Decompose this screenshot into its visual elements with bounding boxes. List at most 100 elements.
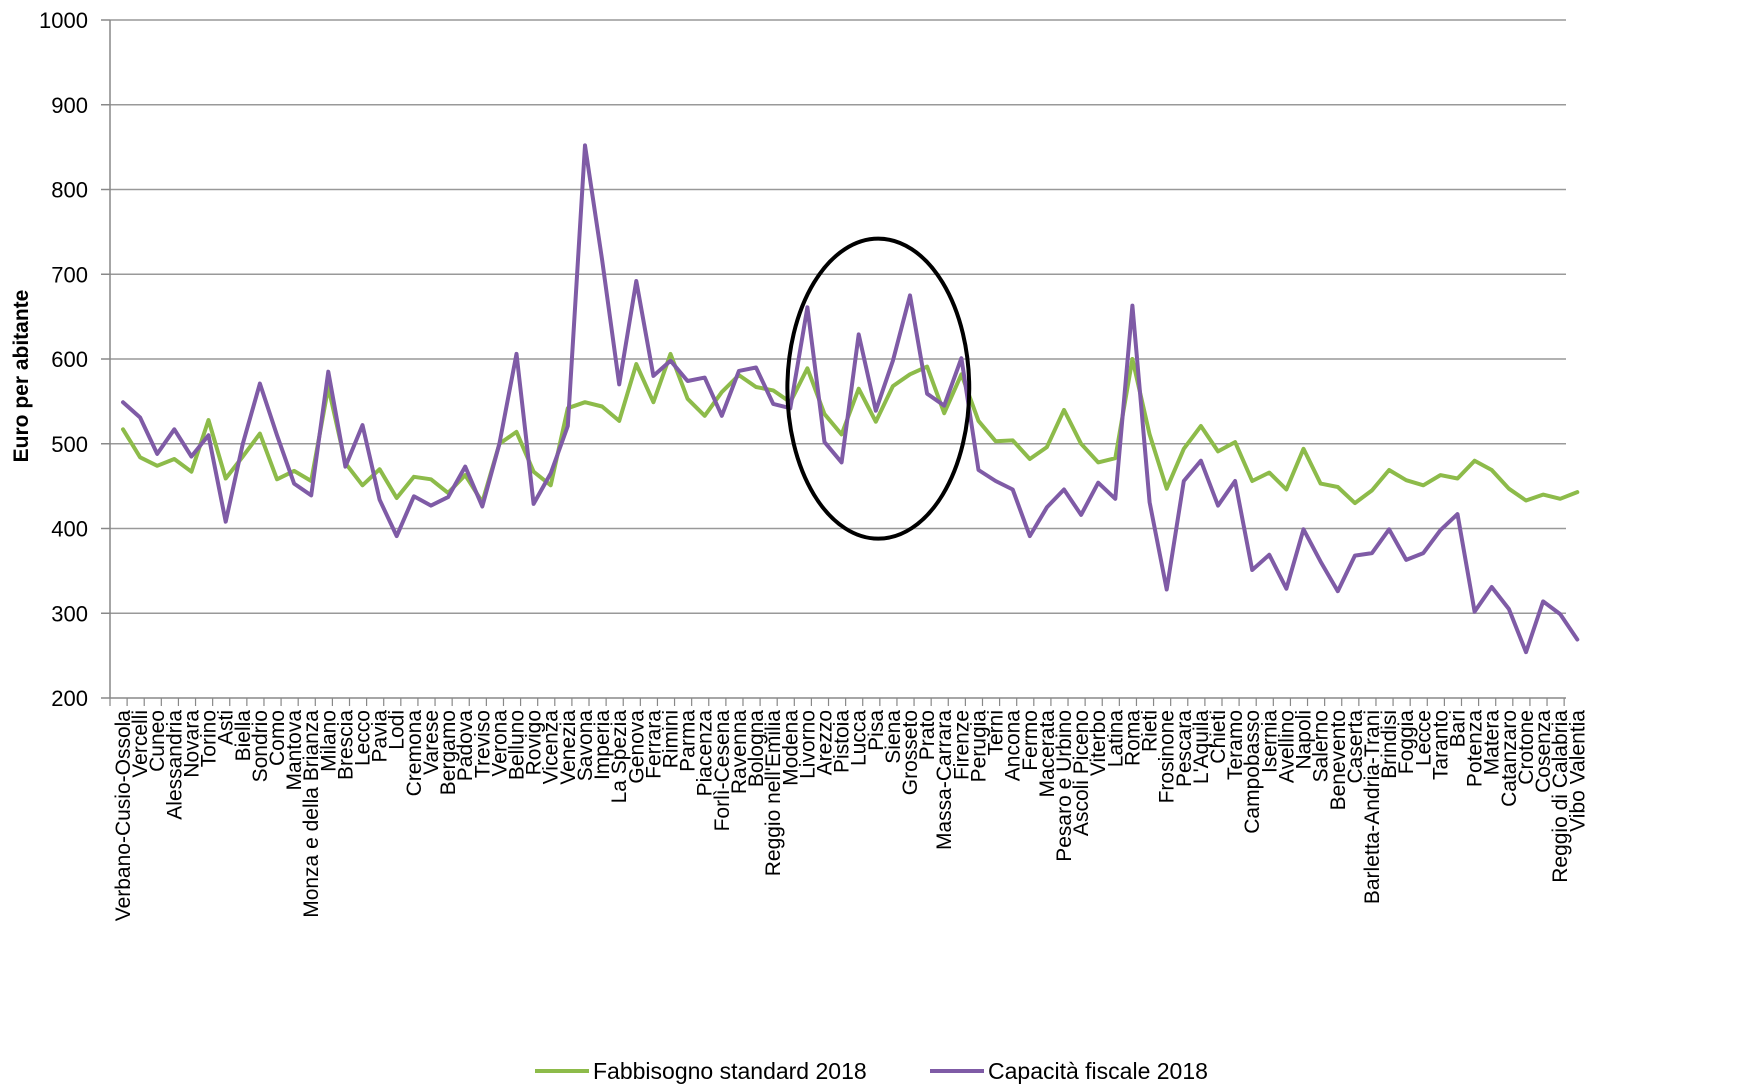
x-tick-label: Pesaro e Urbino	[1053, 710, 1076, 862]
y-tick-label: 500	[51, 432, 88, 457]
x-tick-label: Vibo Valentia	[1566, 710, 1589, 832]
x-tick-label: Lecco	[352, 710, 375, 766]
x-tick-label: Taranto	[1429, 710, 1452, 780]
x-tick-label: Barletta-Andria-Trani	[1361, 710, 1384, 904]
x-tick-label: Firenze	[950, 710, 973, 780]
x-tick-label: Fermo	[1019, 710, 1042, 771]
x-tick-label: Brescia	[334, 710, 357, 780]
x-tick-label: Cuneo	[146, 710, 169, 772]
x-tick-label: Foggia	[1395, 710, 1418, 775]
x-tick-label: Avellino	[1275, 710, 1298, 783]
x-tick-label: Pescara	[1173, 710, 1196, 787]
x-tick-label: Parma	[677, 710, 700, 772]
x-tick-label: Savona	[574, 710, 597, 782]
x-tick-label: Verona	[488, 710, 511, 777]
x-tick-label: Catanzaro	[1498, 710, 1521, 807]
x-tick-label: Terni	[985, 710, 1008, 756]
x-tick-label: Treviso	[471, 710, 494, 778]
x-tick-label: L'Aquila	[1190, 710, 1213, 784]
x-tick-label: Arezzo	[813, 710, 836, 775]
x-tick-label: Frosinone	[1156, 710, 1179, 803]
x-tick-label: Macerata	[1036, 710, 1059, 798]
x-tick-label: Ferrara	[642, 710, 665, 779]
x-tick-label: Milano	[317, 710, 340, 772]
x-tick-label: Chieti	[1207, 710, 1230, 764]
x-tick-label: Torino	[198, 710, 221, 767]
x-tick-label: Grosseto	[899, 710, 922, 795]
y-tick-label: 600	[51, 347, 88, 372]
x-tick-label: Prato	[916, 710, 939, 760]
x-tick-label: Bologna	[745, 710, 768, 787]
x-tick-label: Rovigo	[523, 710, 546, 775]
y-axis-title: Euro per abitante	[10, 290, 33, 463]
x-tick-label: Sondrio	[249, 710, 272, 782]
x-tick-label: Caserta	[1344, 710, 1367, 784]
x-tick-labels: Verbano-Cusio-OssolaVercelliCuneoAlessan…	[112, 710, 1589, 922]
x-tick-label: Livorno	[796, 710, 819, 779]
y-tick-label: 800	[51, 178, 88, 203]
x-tick-label: Pisa	[865, 710, 888, 751]
x-tick-label: La Spezia	[608, 710, 631, 804]
x-tick-label: Latina	[1104, 710, 1127, 768]
x-tick-label: Belluno	[506, 710, 529, 780]
x-tick-label: Bari	[1447, 710, 1470, 747]
x-tick-label: Padova	[454, 710, 477, 782]
x-tick-label: Isernia	[1258, 710, 1281, 773]
x-tick-label: Rimini	[659, 710, 682, 768]
y-tick-labels: 200 300 400 500 600 700 800 900 1000	[39, 8, 88, 711]
x-tick-label: Crotone	[1515, 710, 1538, 785]
x-tick-label: Novara	[180, 710, 203, 778]
x-tick-label: Salerno	[1310, 710, 1333, 782]
highlight-ellipse	[785, 236, 972, 541]
x-tick-label: Forlì-Cesena	[711, 710, 734, 832]
x-tick-label: Matera	[1481, 710, 1504, 776]
legend: Fabbisogno standard 2018 Capacità fiscale…	[535, 1058, 1208, 1084]
x-tick-label: Asti	[215, 710, 238, 745]
x-tick-label: Napoli	[1293, 710, 1316, 770]
x-tick-label: Piacenza	[694, 710, 717, 797]
x-tick-label: Como	[266, 710, 289, 766]
x-tick-label: Reggio di Calabria	[1549, 710, 1572, 883]
x-tick-label: Roma	[1121, 710, 1144, 766]
x-tick-label: Vercelli	[129, 710, 152, 778]
axes	[101, 19, 1566, 706]
x-tick-label: Massa-Carrara	[933, 710, 956, 850]
x-tick-label: Ascoli Piceno	[1070, 710, 1093, 836]
x-tick-label: Rieti	[1139, 710, 1162, 752]
x-tick-label: Siena	[882, 710, 905, 764]
x-tick-label: Imperia	[591, 710, 614, 780]
x-tick-label: Varese	[420, 710, 443, 775]
annotations	[785, 236, 972, 541]
x-tick-label: Pistoia	[831, 710, 854, 773]
x-tick-label: Pavia	[369, 710, 392, 763]
legend-label-fabbisogno-standard-2018: Fabbisogno standard 2018	[593, 1058, 867, 1084]
x-tick-label: Alessandria	[163, 710, 186, 820]
legend-label-capacit-fiscale-2018: Capacità fiscale 2018	[988, 1058, 1208, 1084]
x-tick-label: Potenza	[1464, 710, 1487, 787]
x-tick-label: Verbano-Cusio-Ossola	[112, 710, 135, 922]
x-tick-label: Ancona	[1002, 710, 1025, 782]
x-tick-label: Reggio nell'Emilia	[762, 710, 785, 877]
x-tick-label: Teramo	[1224, 710, 1247, 780]
x-tick-label: Perugia	[967, 710, 990, 783]
x-tick-label: Campobasso	[1241, 710, 1264, 834]
x-tick-label: Brindisi	[1378, 710, 1401, 779]
x-tick-label: Monza e della Brianza	[300, 710, 323, 918]
y-tick-label: 900	[51, 93, 88, 118]
x-tick-label: Modena	[779, 710, 802, 786]
x-tick-label: Vicenza	[540, 710, 563, 785]
y-tick-label: 200	[51, 686, 88, 711]
x-tick-label: Mantova	[283, 710, 306, 791]
x-tick-label: Lecce	[1412, 710, 1435, 766]
x-tick-label: Lodi	[386, 710, 409, 750]
x-tick-label: Venezia	[557, 710, 580, 785]
x-tick-label: Viterbo	[1087, 710, 1110, 776]
y-tick-label: 400	[51, 517, 88, 542]
series-lines	[121, 143, 1580, 655]
x-tick-label: Cosenza	[1532, 710, 1555, 793]
y-tick-label: 300	[51, 601, 88, 626]
series-line-capacit-fiscale-2018	[121, 143, 1580, 655]
x-tick-label: Genova	[625, 710, 648, 784]
